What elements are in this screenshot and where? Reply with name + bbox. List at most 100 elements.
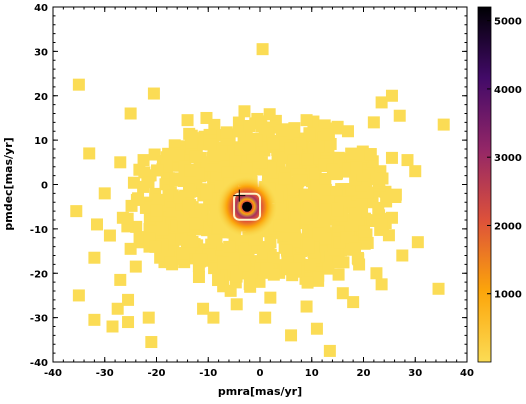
outlier-point (367, 116, 380, 129)
outlier-point (300, 300, 313, 313)
outlier-point (370, 267, 383, 280)
outlier-point (375, 218, 388, 231)
cluster-point (263, 108, 276, 121)
cluster-point (243, 142, 256, 155)
outlier-point (401, 154, 414, 167)
colorbar-tick-label: 1000 (494, 290, 522, 301)
outlier-point (264, 291, 277, 304)
cluster-point (309, 187, 322, 200)
cluster-point (253, 275, 266, 288)
cluster-point (255, 156, 268, 169)
cluster-point (257, 247, 270, 260)
outlier-point (116, 211, 129, 224)
cluster-point (290, 210, 303, 223)
cluster-point (364, 148, 377, 161)
cluster-point (208, 118, 221, 131)
cluster-point (349, 242, 362, 255)
outlier-point (72, 289, 85, 302)
y-tick-label: 20 (34, 92, 48, 103)
cluster-point (133, 231, 146, 244)
cluster-point (322, 262, 335, 275)
cluster-point (233, 125, 246, 138)
outlier-point (207, 311, 220, 324)
outlier-point (70, 205, 83, 218)
outlier-point (238, 105, 251, 118)
outlier-point (331, 120, 344, 133)
outlier-point (285, 329, 298, 342)
cluster-point (355, 198, 368, 211)
cluster-point (267, 137, 280, 150)
colorbar-gradient (477, 6, 492, 363)
cluster-point (273, 219, 286, 232)
x-axis-ticks: -40 -30 -20 -10 0 10 20 30 40 (44, 7, 474, 379)
cluster-point (184, 185, 197, 198)
cluster-point (278, 172, 291, 185)
cluster-point (149, 240, 162, 253)
cluster-point (142, 176, 155, 189)
density-peak (242, 201, 253, 212)
outlier-point (88, 313, 101, 326)
cluster-point (345, 147, 358, 160)
outlier-point (142, 311, 155, 324)
cluster-point (319, 172, 332, 185)
density-box-outline (233, 192, 262, 221)
y-axis-label: pmdec[mas/yr] (2, 137, 15, 230)
cluster-point (292, 174, 305, 187)
cluster-point (264, 236, 277, 249)
outlier-point (393, 109, 406, 122)
cluster-point (127, 176, 140, 189)
cluster-point (304, 258, 317, 271)
outlier-point (432, 282, 445, 295)
cluster-point (238, 259, 251, 272)
cluster-point (230, 270, 243, 283)
outlier-point (124, 242, 137, 255)
cluster-point (185, 136, 198, 149)
outlier-point (375, 96, 388, 109)
cluster-point (238, 242, 251, 255)
x-tick-label: 30 (408, 368, 422, 379)
outlier-point (310, 322, 323, 335)
outlier-point (122, 316, 135, 329)
outlier-point (230, 298, 243, 311)
cluster-point (217, 256, 230, 269)
cluster-point (169, 174, 182, 187)
outlier-point (396, 249, 409, 262)
outlier-point (409, 165, 422, 178)
y-tick-label: 10 (34, 136, 48, 147)
cluster-point (177, 220, 190, 233)
density-core (217, 176, 278, 237)
cluster-point (260, 262, 273, 275)
cluster-point (138, 166, 151, 179)
scatter-outliers (70, 43, 450, 357)
cluster-point (358, 225, 371, 238)
cluster-point (209, 149, 222, 162)
outlier-point (336, 287, 349, 300)
y-tick-label: 0 (41, 181, 48, 192)
cluster-point (321, 128, 334, 141)
cluster-point (301, 153, 314, 166)
outlier-point (106, 320, 119, 333)
cluster-point (182, 199, 195, 212)
outlier-point (147, 87, 160, 100)
x-tick-label: -40 (44, 368, 62, 379)
outlier-point (88, 251, 101, 264)
colorbar-tick-label: 3000 (494, 153, 522, 164)
cluster-point (284, 142, 297, 155)
outlier-point (145, 336, 158, 349)
x-tick-label: 20 (357, 368, 371, 379)
cluster-point (350, 161, 363, 174)
outlier-point (385, 211, 398, 224)
outlier-point (256, 43, 269, 56)
cluster-point (172, 149, 185, 162)
cluster-point (200, 187, 213, 200)
cluster-point (186, 235, 199, 248)
cluster-point (195, 253, 208, 266)
cluster-point (307, 142, 320, 155)
x-tick-label: 0 (257, 368, 264, 379)
cluster-point (212, 274, 225, 287)
outlier-point (124, 107, 137, 120)
cluster-point (280, 244, 293, 257)
cluster-point (152, 193, 165, 206)
outlier-point (181, 114, 194, 127)
cluster-point (250, 134, 263, 147)
